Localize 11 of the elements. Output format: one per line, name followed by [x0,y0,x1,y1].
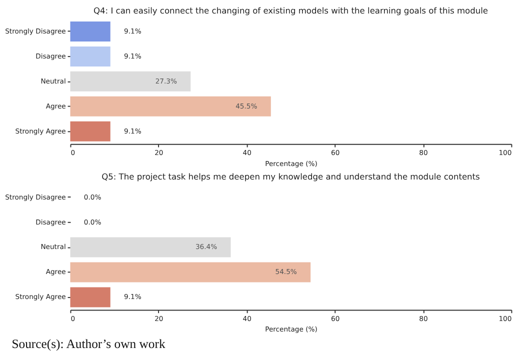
bar [70,287,110,308]
chart-title: Q5: The project task helps me deepen my knowledge and understand the module contents [102,171,480,182]
bar [70,121,110,142]
bar [70,96,271,116]
source-note: Source(s): Author’s own work [12,336,166,351]
bar [70,21,110,42]
bar [70,262,311,282]
bar [70,71,191,92]
bar [70,237,231,258]
bar [70,46,110,66]
chart-title: Q4: I can easily connect the changing of existing models with the learning goals of this module [93,6,488,16]
